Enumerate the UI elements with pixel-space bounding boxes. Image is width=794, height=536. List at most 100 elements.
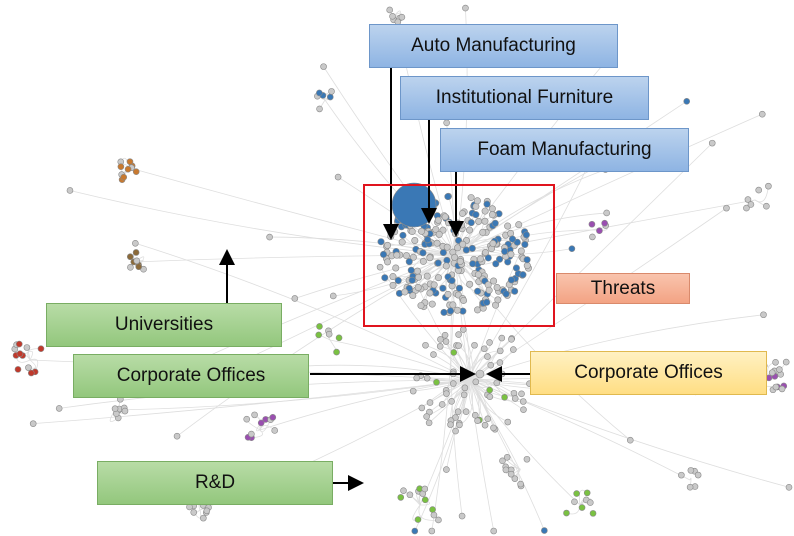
graph-node xyxy=(776,366,783,373)
graph-node xyxy=(589,510,597,517)
graph-node xyxy=(467,194,475,202)
graph-node xyxy=(429,506,436,513)
graph-node xyxy=(384,241,392,249)
graph-node xyxy=(450,349,458,356)
graph-node xyxy=(408,276,416,284)
graph-node xyxy=(466,226,474,234)
graph-node xyxy=(472,378,480,386)
threats-region-box xyxy=(363,184,555,327)
graph-node xyxy=(588,220,596,228)
graph-node xyxy=(487,361,495,369)
graph-node xyxy=(467,219,475,227)
graph-node xyxy=(472,211,480,219)
graph-node xyxy=(459,240,467,248)
graph-node xyxy=(485,286,493,294)
graph-node xyxy=(493,284,501,292)
graph-node xyxy=(133,257,141,265)
graph-node xyxy=(763,202,770,210)
graph-node xyxy=(135,263,143,271)
graph-node xyxy=(518,390,525,398)
graph-node xyxy=(393,251,401,259)
graph-node xyxy=(422,341,429,349)
graph-node xyxy=(498,334,506,342)
graph-node xyxy=(117,163,125,170)
graph-edge xyxy=(469,379,494,428)
graph-node xyxy=(15,340,23,348)
graph-node xyxy=(251,411,258,419)
graph-node xyxy=(474,417,481,425)
graph-node xyxy=(120,173,128,181)
graph-node xyxy=(409,387,417,395)
graph-node xyxy=(513,238,521,246)
graph-node xyxy=(316,105,323,113)
graph-node xyxy=(444,290,452,298)
graph-node xyxy=(132,249,140,256)
graph-edge xyxy=(454,248,572,256)
graph-node xyxy=(16,350,24,358)
graph-node xyxy=(439,284,447,292)
graph-edge xyxy=(134,254,456,263)
graph-node xyxy=(316,89,323,97)
graph-node xyxy=(126,253,134,261)
graph-edge xyxy=(454,211,486,256)
graph-node xyxy=(723,204,730,212)
graph-node xyxy=(444,193,452,201)
graph-node xyxy=(426,289,434,297)
graph-node xyxy=(603,209,610,217)
graph-node xyxy=(425,419,433,427)
graph-node xyxy=(333,348,340,356)
graph-node xyxy=(448,398,455,405)
graph-node xyxy=(398,238,406,246)
graph-node xyxy=(315,331,322,339)
graph-node xyxy=(266,233,273,241)
graph-node xyxy=(508,235,516,243)
label-auto-manufacturing: Auto Manufacturing xyxy=(369,24,618,68)
label-institutional-furniture: Institutional Furniture xyxy=(400,76,649,120)
graph-node xyxy=(389,273,397,281)
graph-edge xyxy=(414,379,471,532)
graph-node xyxy=(411,527,419,535)
graph-node xyxy=(316,323,323,330)
graph-node xyxy=(568,245,576,252)
graph-node xyxy=(438,401,446,408)
graph-node xyxy=(507,250,515,258)
graph-node xyxy=(521,240,529,248)
graph-node xyxy=(434,259,442,267)
graph-node xyxy=(744,196,752,203)
graph-node xyxy=(124,165,132,173)
graph-node xyxy=(496,347,504,355)
graph-node xyxy=(447,307,455,315)
graph-node xyxy=(571,498,578,506)
graph-node xyxy=(381,274,389,282)
label-foam-manufacturing: Foam Manufacturing xyxy=(440,128,689,172)
graph-node xyxy=(507,470,515,478)
graph-node xyxy=(449,301,457,309)
graph-node xyxy=(493,379,501,387)
graph-node xyxy=(496,255,504,263)
graph-node xyxy=(426,254,434,262)
graph-node xyxy=(421,496,429,504)
graph-node xyxy=(325,330,333,338)
graph-node xyxy=(772,358,779,366)
graph-node xyxy=(504,222,512,230)
graph-node xyxy=(121,407,129,415)
graph-edge xyxy=(454,238,513,256)
graph-node xyxy=(320,63,327,70)
graph-node xyxy=(437,336,444,343)
graph-node xyxy=(419,257,427,265)
graph-node xyxy=(190,509,198,516)
graph-node xyxy=(380,250,388,258)
graph-node xyxy=(440,308,448,316)
graph-node xyxy=(501,393,508,401)
graph-node xyxy=(460,296,468,304)
graph-node xyxy=(430,351,437,358)
graph-node xyxy=(406,491,414,499)
graph-node xyxy=(768,369,776,376)
graph-node xyxy=(111,405,119,412)
graph-node xyxy=(436,343,444,350)
graph-node xyxy=(14,366,22,373)
graph-node xyxy=(441,213,449,221)
graph-node xyxy=(271,427,279,434)
graph-node xyxy=(782,358,790,366)
graph-node xyxy=(683,98,691,105)
